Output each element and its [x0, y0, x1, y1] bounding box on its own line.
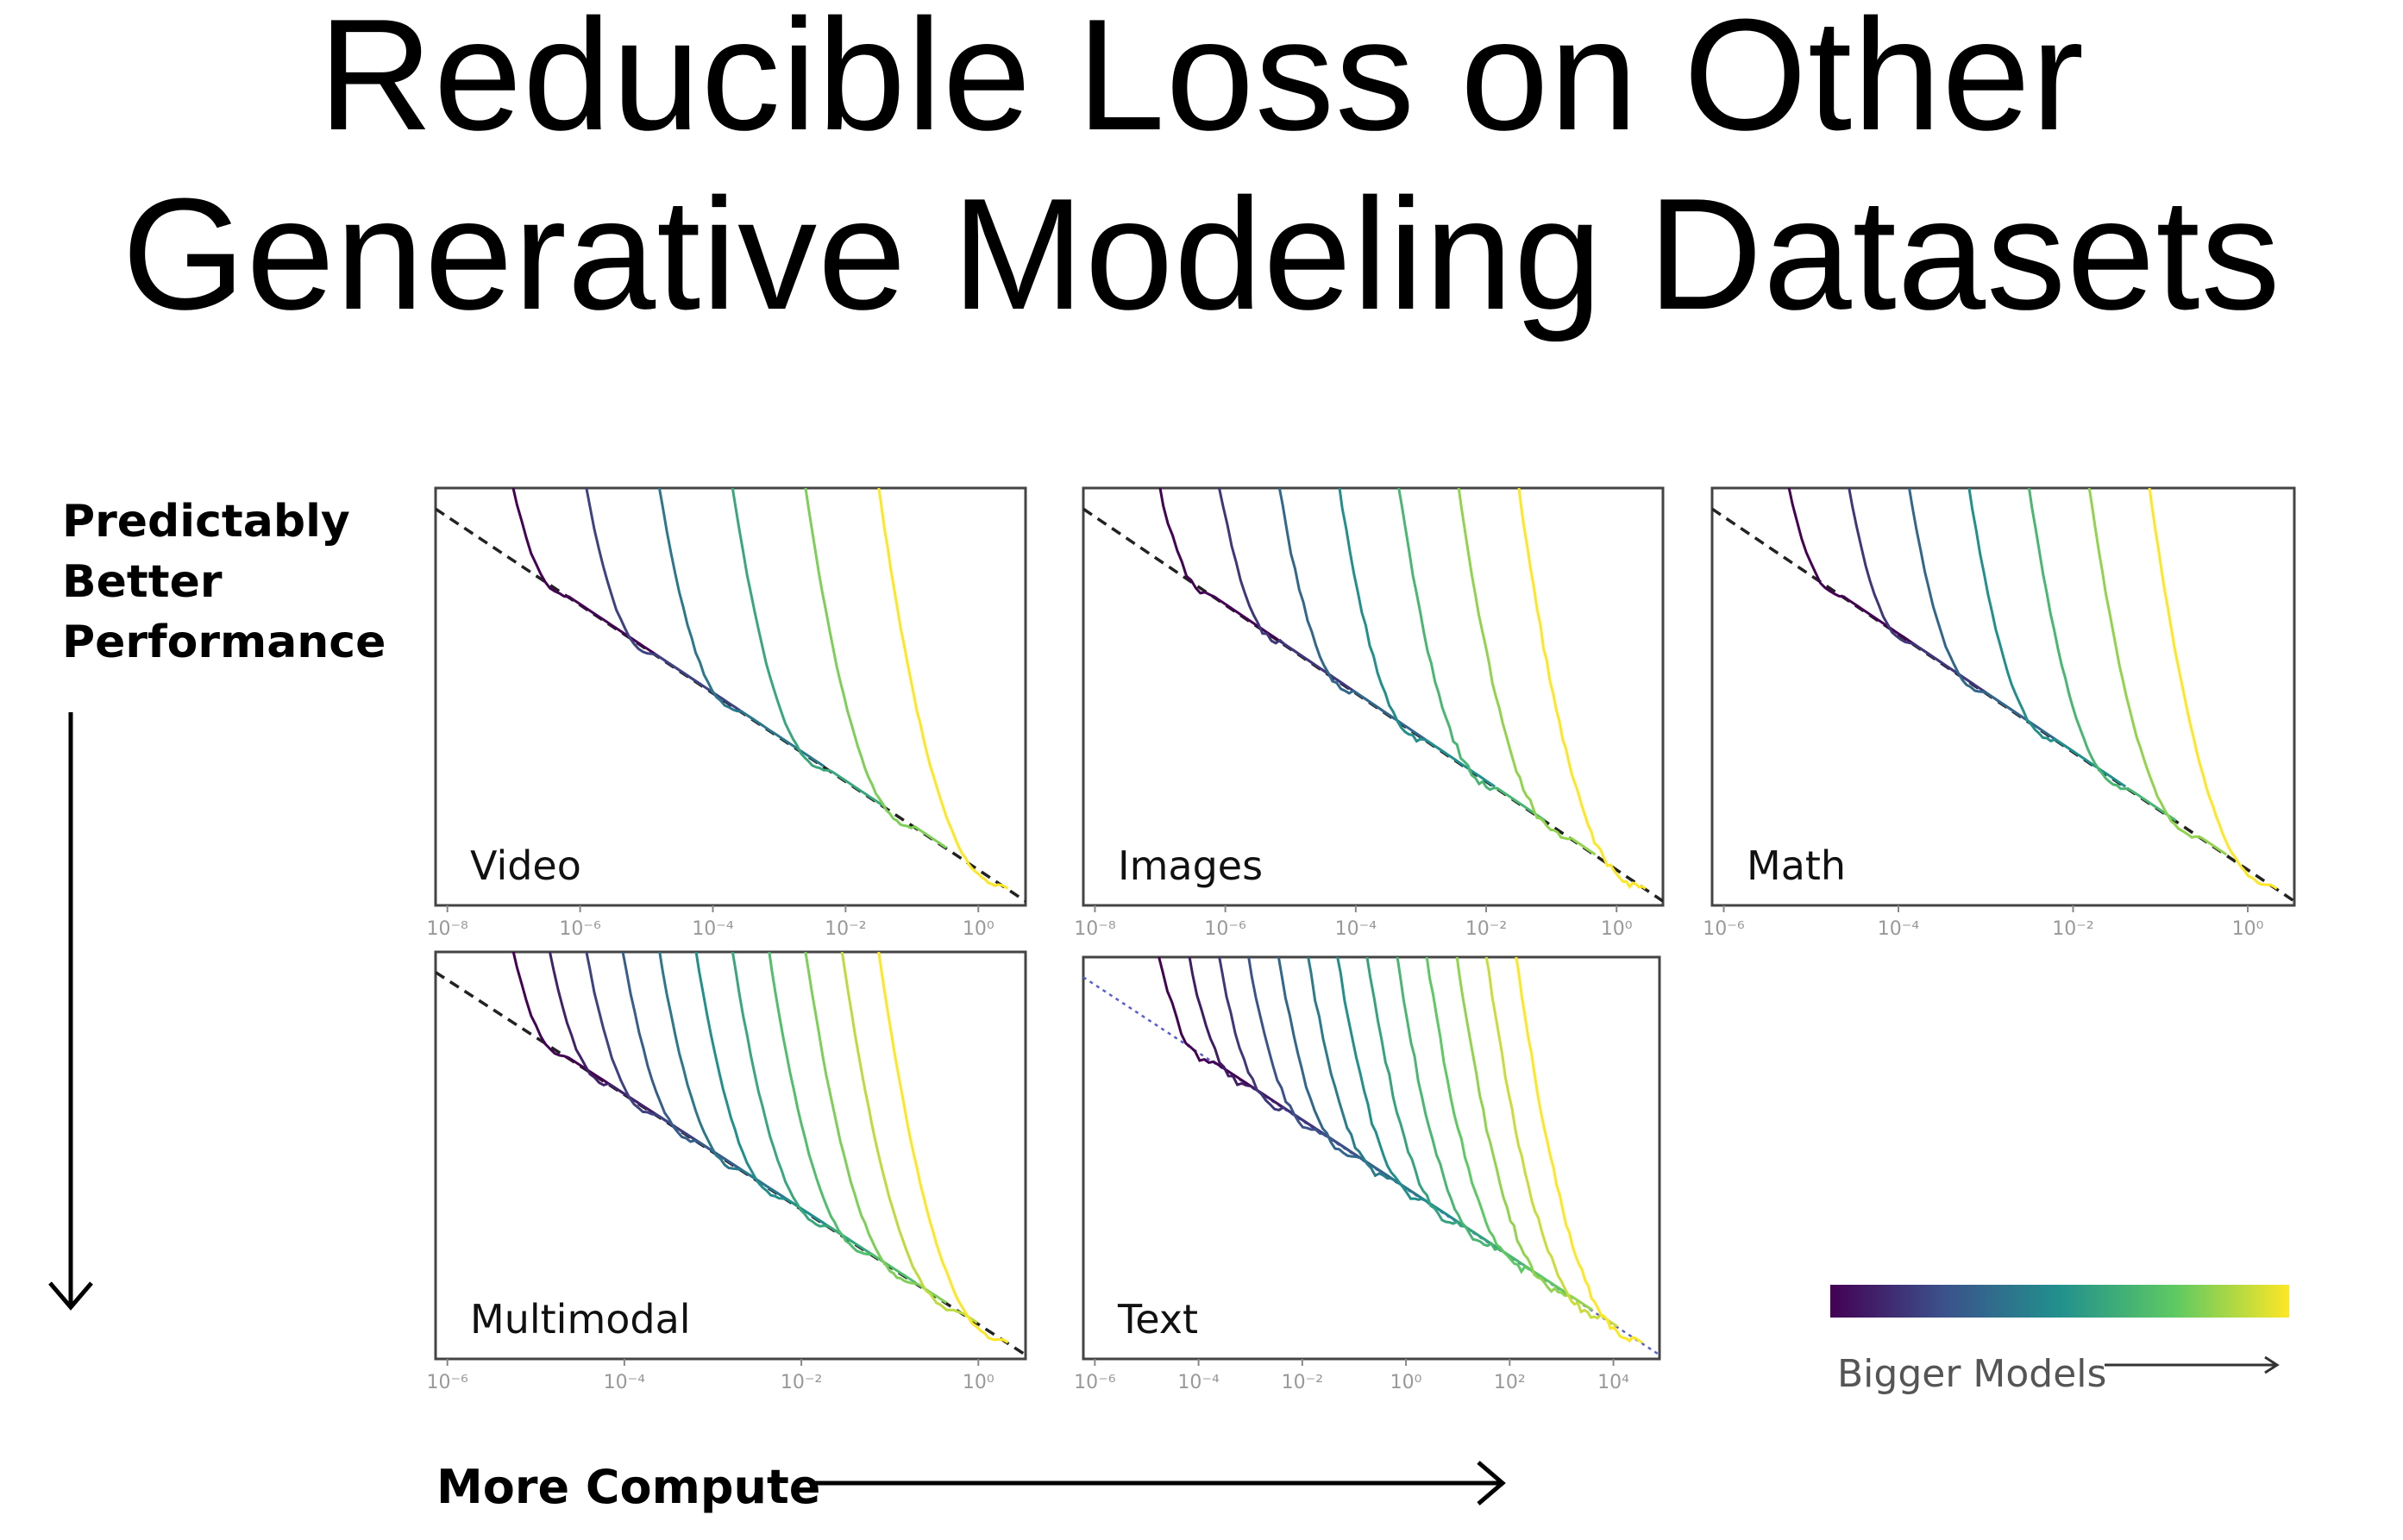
series-line-4: [1397, 488, 1547, 822]
x-tick-label: 10⁻²: [825, 918, 866, 940]
series-line-5: [877, 488, 1009, 890]
x-direction-label: More Compute: [436, 1460, 821, 1514]
series-line-9: [1425, 957, 1568, 1295]
down-arrow-icon: [48, 712, 93, 1311]
x-tick-label: 10⁻⁸: [426, 918, 468, 940]
y-direction-label: Predictably Better Performance: [62, 491, 386, 673]
chart-panel-1: Images 10⁻⁸ 10⁻⁶ 10⁻⁴ 10⁻² 10⁰: [1074, 486, 1665, 940]
series-line-10: [877, 952, 1009, 1344]
series-line-7: [768, 952, 917, 1285]
x-tick-label: 10⁻⁶: [559, 918, 601, 940]
x-tick-label: 10⁰: [963, 1372, 994, 1393]
x-tick-label: 10⁻²: [781, 1372, 822, 1393]
x-tick-label: 10⁻⁸: [1074, 918, 1116, 940]
x-tick-label: 10⁰: [2232, 918, 2264, 940]
x-tick-label: 10⁻⁶: [1703, 918, 1745, 940]
series-line-4: [804, 488, 948, 849]
panel-label: Images: [1118, 842, 1263, 889]
chart-panel-4: Text 10⁻⁶ 10⁻⁴ 10⁻² 10⁰ 10² 10⁴: [1074, 955, 1661, 1393]
x-tick-label: 10²: [1494, 1372, 1526, 1393]
chart-panel-3: Multimodal 10⁻⁶ 10⁻⁴ 10⁻² 10⁰: [426, 950, 1027, 1393]
colorbar-label: Bigger Models: [1837, 1352, 2107, 1396]
series-line-11: [1484, 957, 1618, 1328]
series-line-2: [1908, 488, 2076, 754]
small-right-arrow-icon: [2105, 1355, 2280, 1374]
series-line-2: [1277, 488, 1446, 754]
panel-label: Math: [1747, 842, 1846, 889]
right-arrow-icon: [813, 1461, 1506, 1506]
x-tick-label: 10⁻⁶: [426, 1372, 468, 1393]
x-tick-label: 10⁻⁶: [1074, 1372, 1116, 1393]
series-line-6: [1517, 488, 1647, 890]
series-line-1: [585, 488, 763, 727]
chart-panel-0: Video 10⁻⁸ 10⁻⁶ 10⁻⁴ 10⁻² 10⁰: [426, 486, 1027, 940]
panel-label: Video: [470, 842, 581, 889]
x-tick-label: 10⁻⁶: [1204, 918, 1246, 940]
title-line-2: Generative Modeling Datasets: [122, 165, 2281, 342]
series-line-5: [1457, 488, 1597, 856]
panel-label: Multimodal: [470, 1296, 691, 1343]
series-line-8: [1396, 957, 1544, 1279]
x-tick-label: 10⁻⁴: [604, 1372, 646, 1393]
x-tick-label: 10⁻²: [1465, 918, 1507, 940]
x-tick-label: 10⁻⁴: [1335, 918, 1377, 940]
x-tick-label: 10⁻⁴: [1177, 1372, 1220, 1393]
series-line-2: [657, 488, 825, 767]
y-label-line-1: Predictably: [62, 496, 350, 548]
x-tick-label: 10⁻²: [1282, 1372, 1323, 1393]
series-line-12: [1515, 957, 1643, 1344]
series-line-6: [731, 952, 887, 1264]
colorbar: [1830, 1285, 2289, 1318]
panel-label: Text: [1117, 1296, 1198, 1343]
page-title: Reducible Loss on Other Generative Model…: [0, 0, 2403, 343]
series-line-5: [2087, 488, 2228, 856]
y-label-line-3: Performance: [62, 617, 386, 668]
y-label-line-2: Better: [62, 556, 223, 608]
series-line-4: [2027, 488, 2177, 822]
x-tick-label: 10⁻⁴: [692, 918, 734, 940]
x-tick-label: 10⁰: [963, 918, 994, 940]
x-tick-label: 10⁻⁴: [1878, 918, 1920, 940]
title-line-1: Reducible Loss on Other: [317, 0, 2086, 163]
series-line-3: [731, 488, 887, 809]
x-tick-label: 10⁻²: [2052, 918, 2093, 940]
x-tick-label: 10⁴: [1597, 1372, 1629, 1393]
series-line-6: [2148, 488, 2278, 890]
x-tick-label: 10⁰: [1601, 918, 1633, 940]
chart-panel-2: Math 10⁻⁶ 10⁻⁴ 10⁻² 10⁰: [1703, 486, 2296, 940]
x-tick-label: 10⁰: [1390, 1372, 1422, 1393]
series-line-9: [840, 952, 978, 1324]
